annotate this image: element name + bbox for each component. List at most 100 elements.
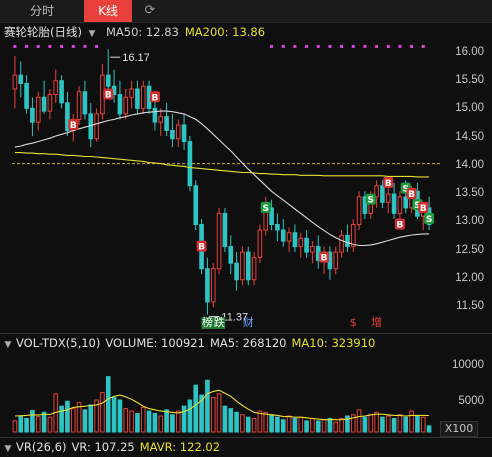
candle-body (310, 246, 315, 253)
buy-signal-icon (196, 240, 207, 252)
top-marker (328, 44, 332, 48)
sell-signal-text: S (403, 185, 409, 195)
candle-body (18, 74, 24, 84)
buy-signal-icon (406, 188, 417, 200)
vol-ma10: MA10: 323910 (291, 336, 376, 350)
panel-divider (0, 437, 492, 438)
candle-body (65, 102, 70, 131)
candle-body (117, 94, 123, 115)
candle-body (345, 235, 350, 248)
price-tick: 13.00 (455, 215, 484, 227)
volume-bar (222, 405, 228, 433)
price-tick: 14.50 (455, 131, 484, 143)
volume-bar (310, 417, 315, 433)
volume-legend: ▼ VOL-TDX(5,10) VOLUME: 100921 MA5: 268120 M… (0, 335, 376, 351)
buy-signal-icon (68, 118, 79, 130)
buy-signal-icon (149, 91, 160, 103)
candle-body (82, 91, 88, 115)
candle-body (257, 229, 263, 259)
volume-bar (146, 410, 152, 433)
price-axis: 16.00 15.50 15.00 14.50 14.00 13.50 13.0… (442, 40, 492, 330)
candle-body (304, 237, 309, 253)
volume-bar (41, 411, 47, 433)
tab-kline[interactable]: K线 (84, 0, 132, 22)
volume-bar (263, 411, 269, 433)
volume-bar (100, 392, 105, 433)
volume-bar (105, 376, 111, 433)
top-marker (25, 44, 29, 48)
main-chart-legend: 赛轮轮胎(日线) ▼ MA50: 12.83 MA200: 13.86 (4, 24, 271, 40)
volume-bar (251, 417, 257, 433)
buy-signal-icon (418, 201, 429, 213)
volume-bar (181, 405, 187, 433)
candle-body (275, 223, 280, 231)
volume-bar (65, 400, 70, 433)
volume-bar (123, 408, 129, 433)
top-marker (305, 44, 309, 48)
top-marker (363, 44, 367, 48)
volume-bar (170, 414, 175, 433)
buy-signal-icon (103, 88, 114, 100)
mavr-value: MAVR: 122.02 (139, 440, 221, 454)
volume-bar (409, 410, 414, 433)
volume-bar (205, 379, 210, 433)
volume-bar (345, 415, 350, 433)
ma50-label: MA50: 12.83 (105, 25, 179, 39)
candle-body (374, 185, 379, 198)
candle-body (210, 268, 216, 303)
volume-bar (111, 397, 117, 433)
buy-signal-icon (394, 218, 405, 230)
candle-body (333, 251, 339, 270)
volume-bar (257, 410, 263, 433)
candle-body (286, 232, 292, 242)
sell-signal-text: S (263, 204, 269, 214)
chevron-down-icon[interactable]: ▼ (88, 29, 96, 39)
volume-bar (397, 414, 403, 433)
price-tick: 15.50 (455, 74, 484, 86)
top-marker (36, 44, 40, 48)
candle-body (129, 88, 134, 98)
volume-unit-badge: X100 (440, 421, 478, 437)
price-tick: 15.00 (455, 102, 484, 114)
event-marker: 跌 (214, 315, 225, 329)
volume-bar (321, 419, 327, 433)
price-tick: 12.00 (455, 272, 484, 284)
volume-bar (193, 384, 199, 433)
volume-bar (275, 416, 280, 433)
chevron-down-icon[interactable]: ▼ (4, 340, 12, 350)
event-marker: 增 (371, 315, 382, 329)
tab-intraday[interactable]: 分时 (29, 4, 54, 18)
volume-bar (35, 416, 41, 433)
top-marker (83, 44, 87, 48)
volume-bar (286, 415, 292, 433)
refresh-icon[interactable]: ⟳ (144, 3, 156, 18)
candle-body (269, 207, 274, 225)
price-tick: 14.00 (455, 159, 484, 171)
chevron-down-icon[interactable]: ▼ (4, 444, 12, 454)
stock-name: 赛轮轮胎(日线) (4, 25, 82, 39)
volume-bar (339, 417, 344, 433)
volume-bar (216, 393, 222, 433)
buy-signal-text: B (321, 254, 328, 264)
buy-signal-icon (383, 177, 394, 188)
volume-bar (70, 408, 76, 433)
volume-bar (228, 408, 234, 433)
volume-bar (391, 417, 397, 433)
candle-body (280, 229, 286, 242)
top-marker (95, 44, 99, 48)
candle-body (380, 185, 385, 203)
candle-body (59, 80, 64, 104)
top-marker (13, 44, 17, 48)
panel-divider (0, 333, 492, 334)
candle-body (123, 96, 129, 115)
vol-tick: 10000 (452, 359, 484, 371)
price-tick: 11.50 (456, 300, 484, 312)
buy-signal-text: B (385, 179, 392, 189)
volume-bar (374, 411, 379, 433)
sell-signal-text: S (414, 201, 420, 211)
candle-body (339, 235, 344, 253)
candle-body (105, 74, 111, 87)
volume-bar (18, 415, 24, 433)
volume-bar (199, 394, 204, 433)
